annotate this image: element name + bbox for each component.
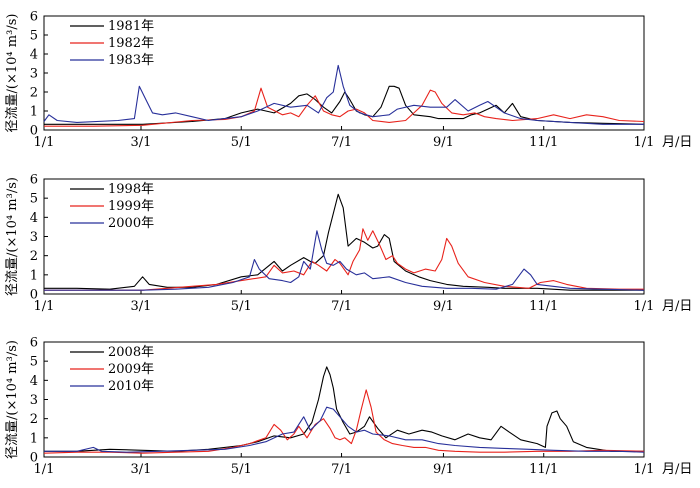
- y-tick-label: 5: [30, 29, 38, 44]
- y-tick-label: 3: [30, 230, 38, 245]
- x-tick-label: 9/1: [433, 135, 454, 150]
- x-tick-label: 7/1: [331, 462, 352, 477]
- x-axis-title: 月/日: [662, 462, 692, 477]
- chart-panel-3: 0 1 2 3 4 5 6 1/1 3/1 5/1 7/1 9/1 11/1 1/1 月/日 径流量/(×10…: [5, 336, 692, 478]
- y-tick-label: 6: [30, 173, 38, 188]
- y-tick-label: 2: [30, 249, 38, 264]
- y-tick-label: 1: [30, 268, 38, 283]
- legend-entry: 2009年: [108, 362, 154, 377]
- legend-entry: 2000年: [108, 216, 154, 231]
- chart-panel-2: 0 1 2 3 4 5 6 1/1 3/1 5/1 7/1 9/1 11/1 1/1 月/日 径流量/(×10…: [5, 173, 692, 315]
- y-tick-label: 4: [30, 211, 38, 226]
- legend-entry: 1981年: [108, 19, 154, 34]
- y-tick-label: 5: [30, 355, 38, 370]
- series-line-1983年: [43, 64, 644, 125]
- series-line-2000年: [44, 230, 645, 291]
- y-tick-label: 6: [30, 10, 38, 25]
- legend-entry: 2010年: [108, 379, 154, 394]
- x-tick-label: 1/1: [634, 299, 655, 314]
- y-tick-label: 2: [30, 86, 38, 101]
- series-line-2008年: [44, 366, 644, 452]
- x-tick-label: 1/1: [34, 462, 55, 477]
- x-tick-label: 5/1: [231, 135, 252, 150]
- x-tick-label: 1/1: [634, 135, 655, 150]
- series-line-1982年: [44, 87, 645, 127]
- series-line-1999年: [44, 228, 644, 291]
- x-axis-title: 月/日: [662, 135, 692, 150]
- series-line-2009年: [43, 389, 645, 454]
- legend-entry: 1999年: [108, 199, 154, 214]
- x-tick-label: 5/1: [231, 462, 252, 477]
- x-tick-label: 7/1: [331, 299, 352, 314]
- y-tick-label: 5: [30, 192, 38, 207]
- legend-entry: 1998年: [108, 182, 154, 197]
- x-tick-label: 7/1: [331, 135, 352, 150]
- y-tick-label: 4: [30, 374, 38, 389]
- legend-entry: 1983年: [108, 53, 154, 68]
- y-tick-label: 3: [30, 67, 38, 82]
- x-axis-title: 月/日: [662, 299, 692, 314]
- series-line-2010年: [44, 406, 645, 453]
- x-tick-label: 11/1: [529, 299, 558, 314]
- x-tick-label: 9/1: [433, 299, 454, 314]
- y-tick-label: 3: [30, 393, 38, 408]
- legend-entry: 2008年: [108, 345, 154, 360]
- y-tick-label: 0: [30, 451, 38, 466]
- y-tick-label: 6: [30, 336, 38, 351]
- x-tick-label: 1/1: [634, 462, 655, 477]
- series-line-1981年: [44, 85, 645, 125]
- y-axis-title: 径流量/(×10⁴ m³/s): [5, 340, 20, 459]
- y-tick-label: 4: [30, 48, 38, 63]
- chart-panel-1: 0 1 2 3 4 5 6 1/1 3/1 5/1 7/1 9/1 11/1 1/1 月/日 径流量/(×10…: [5, 10, 692, 151]
- x-tick-label: 1/1: [34, 299, 55, 314]
- y-tick-label: 1: [30, 105, 38, 120]
- x-tick-label: 3/1: [131, 135, 152, 150]
- x-tick-label: 5/1: [231, 299, 252, 314]
- y-tick-label: 0: [30, 288, 38, 303]
- y-tick-label: 1: [30, 431, 38, 446]
- x-tick-label: 11/1: [529, 462, 558, 477]
- y-tick-label: 2: [30, 412, 38, 427]
- y-tick-label: 0: [30, 124, 38, 139]
- legend-entry: 1982年: [108, 36, 154, 51]
- y-axis-title: 径流量/(×10⁴ m³/s): [5, 14, 20, 133]
- x-tick-label: 11/1: [529, 135, 558, 150]
- x-tick-label: 9/1: [433, 462, 454, 477]
- x-tick-label: 3/1: [131, 299, 152, 314]
- y-axis-title: 径流量/(×10⁴ m³/s): [5, 177, 20, 296]
- x-tick-label: 3/1: [131, 462, 152, 477]
- x-tick-label: 1/1: [34, 135, 55, 150]
